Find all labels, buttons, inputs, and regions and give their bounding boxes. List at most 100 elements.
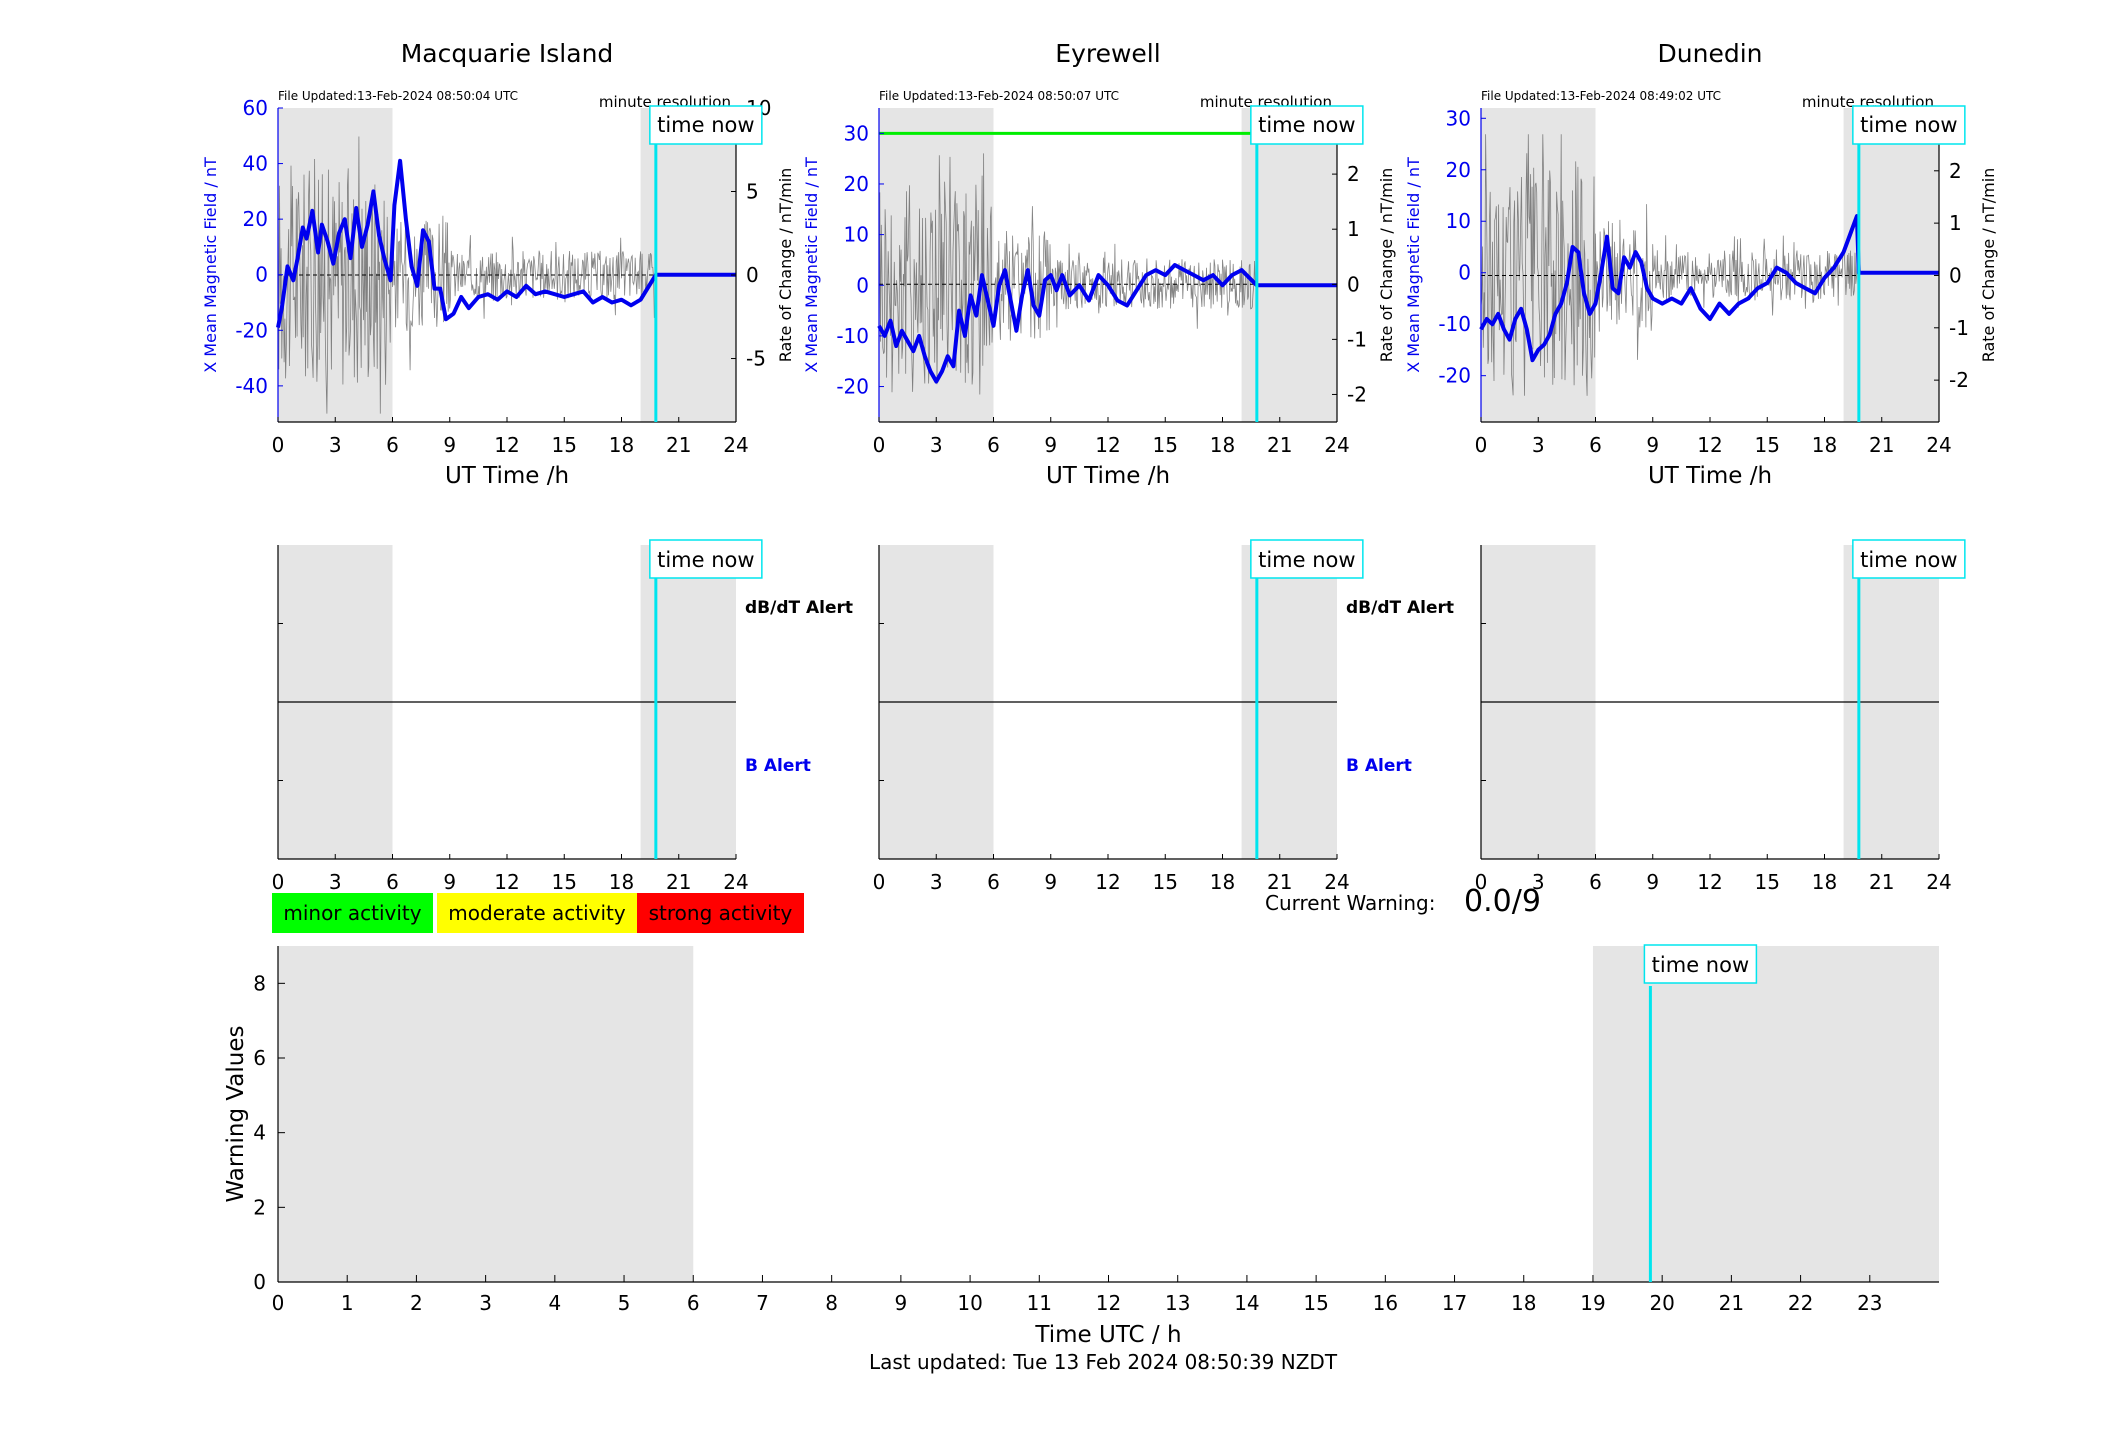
b-alert-label: B Alert [1346,756,1412,776]
y-right-tick-label: -1 [1949,316,1969,340]
x-axis-label: UT Time /h [1648,463,1772,489]
x-tick-label: 21 [1869,870,1894,894]
x-tick-label: 18 [1511,1291,1536,1315]
y-left-label: X Mean Magnetic Field / nT [802,157,821,373]
x-tick-label: 15 [552,870,577,894]
x-tick-label: 15 [1755,870,1780,894]
x-tick-label: 18 [609,433,634,457]
y-left-tick-label: 10 [844,223,869,247]
x-tick-label: 21 [1719,1291,1744,1315]
warning-panel: 0 1 2 3 4 5 6 7 8 9 10 11 12 13 14 15 16 17 18 19 20 21 22 2302… [223,944,1939,1348]
x-tick-label: 3 [930,433,943,457]
time-now-box [649,105,763,145]
y-right-tick-label: 2 [1949,159,1962,183]
last-updated: Last updated: Tue 13 Feb 2024 08:50:39 N… [869,1350,1338,1374]
x-tick-label: 7 [756,1291,769,1315]
y-right-tick-label: 1 [1347,217,1360,241]
y-left-tick-label: 20 [1446,158,1471,182]
time-now-box [649,539,763,579]
time-now-label: time now [1860,113,1957,137]
x-tick-label: 18 [1812,433,1837,457]
y-tick-label: 2 [253,1195,266,1219]
panel-title: Eyrewell [1055,39,1160,68]
x-tick-label: 15 [1153,433,1178,457]
x-tick-label: 0 [272,870,285,894]
activity-legend: minor activity moderate activity strong ac… [272,893,804,933]
y-right-tick-label: 2 [1347,162,1360,186]
x-tick-label: 20 [1649,1291,1674,1315]
y-left-tick-label: -20 [836,375,869,399]
x-tick-label: 18 [609,870,634,894]
x-tick-label: 24 [1324,433,1349,457]
time-now-label: time now [1258,548,1355,572]
y-right-tick-label: 0 [1949,263,1962,287]
x-tick-label: 6 [687,1291,700,1315]
x-tick-label: 9 [443,870,456,894]
x-tick-label: 9 [1044,870,1057,894]
current-warning-label: Current Warning: [1265,891,1435,915]
y-right-label: Rate of Change / nT/min [776,168,795,363]
x-tick-label: 1 [341,1291,354,1315]
y-left-tick-label: 20 [844,172,869,196]
x-tick-label: 3 [930,870,943,894]
time-now-box [1852,539,1966,579]
x-tick-label: 0 [1475,433,1488,457]
x-tick-label: 8 [825,1291,838,1315]
x-tick-label: 17 [1442,1291,1467,1315]
x-tick-label: 18 [1812,870,1837,894]
x-tick-label: 24 [723,433,748,457]
station-panels: 03691215182124-40-200204060-50510Macquar… [201,39,1998,489]
file-updated: File Updated:13-Feb-2024 08:49:02 UTC [1481,89,1721,103]
x-tick-label: 3 [329,433,342,457]
time-now-label: time now [1258,113,1355,137]
x-tick-label: 24 [1926,870,1951,894]
rate-series [277,136,657,414]
x-tick-label: 15 [552,433,577,457]
x-tick-label: 24 [1324,870,1349,894]
legend-label: strong activity [649,901,793,925]
y-left-tick-label: -20 [1438,364,1471,388]
y-left-tick-label: 0 [1458,261,1471,285]
x-tick-label: 0 [873,870,886,894]
x-tick-label: 11 [1027,1291,1052,1315]
x-axis-label: Time UTC / h [1034,1322,1181,1348]
x-tick-label: 21 [1267,870,1292,894]
y-left-tick-label: 40 [243,152,268,176]
y-right-tick-label: 5 [746,180,759,204]
y-tick-label: 0 [253,1270,266,1294]
panel-title: Macquarie Island [401,39,614,68]
field-series [276,158,736,328]
y-left-label: X Mean Magnetic Field / nT [201,157,220,373]
x-tick-label: 12 [1095,870,1120,894]
db-alert-label: dB/dT Alert [1346,598,1454,618]
y-right-tick-label: -1 [1347,327,1367,351]
y-right-label: Rate of Change / nT/min [1377,168,1396,363]
x-tick-label: 24 [1926,433,1951,457]
y-left-tick-label: 20 [243,207,268,231]
x-tick-label: 12 [1697,870,1722,894]
x-tick-label: 15 [1153,870,1178,894]
x-tick-label: 22 [1788,1291,1813,1315]
x-tick-label: 3 [329,870,342,894]
y-left-tick-label: -20 [235,318,268,342]
y-axis-label: Warning Values [223,1025,249,1202]
current-warning-value: 0.0/9 [1464,884,1541,919]
x-tick-label: 2 [410,1291,423,1315]
station-panel: 03691215182124-20-100102030-2-10123Eyrew… [802,39,1396,489]
x-tick-label: 0 [873,433,886,457]
legend-swatch [437,893,637,933]
x-tick-label: 15 [1303,1291,1328,1315]
y-left-tick-label: 30 [844,121,869,145]
legend-label: moderate activity [448,901,626,925]
field-series [1479,214,1939,363]
x-tick-label: 0 [1475,870,1488,894]
y-left-tick-label: -10 [1438,312,1471,336]
y-left-tick-label: 30 [1446,106,1471,130]
y-right-tick-label: -2 [1347,382,1367,406]
x-tick-label: 12 [1095,433,1120,457]
x-tick-label: 12 [494,433,519,457]
x-tick-label: 0 [272,433,285,457]
station-panel: 03691215182124-20-100102030-2-10123Duned… [1404,39,1998,489]
y-left-tick-label: 0 [255,263,268,287]
